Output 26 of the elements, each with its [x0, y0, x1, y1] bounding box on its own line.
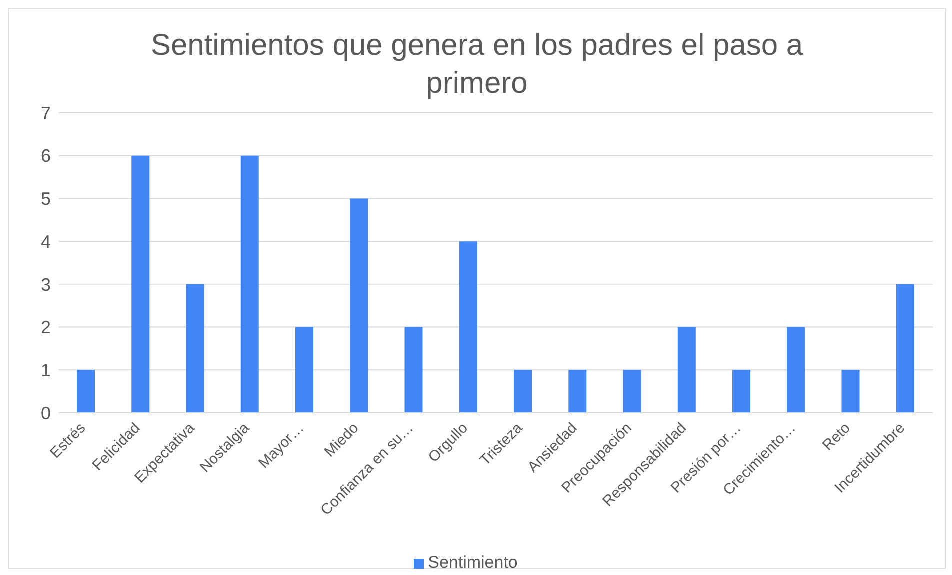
chart-title: Sentimientos que genera en los padres el paso a primero	[150, 28, 804, 102]
bar	[787, 327, 806, 413]
y-tick-label: 2	[40, 318, 51, 338]
y-tick-label: 6	[40, 146, 51, 166]
bar	[568, 370, 587, 413]
y-tick-label: 7	[40, 103, 51, 124]
bar	[896, 284, 914, 413]
bar	[404, 327, 423, 413]
bar	[240, 156, 259, 413]
bar	[186, 284, 204, 413]
bar	[678, 327, 696, 413]
y-tick-label: 0	[40, 403, 51, 424]
bar	[296, 327, 314, 413]
bar	[77, 370, 95, 413]
y-tick-label: 1	[40, 360, 51, 381]
bar	[350, 198, 368, 413]
y-tick-label: 4	[40, 232, 51, 252]
bar	[623, 370, 642, 413]
y-tick-label: 3	[40, 274, 51, 295]
bar	[732, 370, 750, 413]
bar	[842, 370, 860, 413]
y-tick-label: 5	[40, 189, 51, 210]
bar	[459, 242, 478, 413]
bar	[514, 370, 532, 413]
legend-label: Sentimiento	[428, 553, 518, 572]
bar	[132, 156, 150, 413]
